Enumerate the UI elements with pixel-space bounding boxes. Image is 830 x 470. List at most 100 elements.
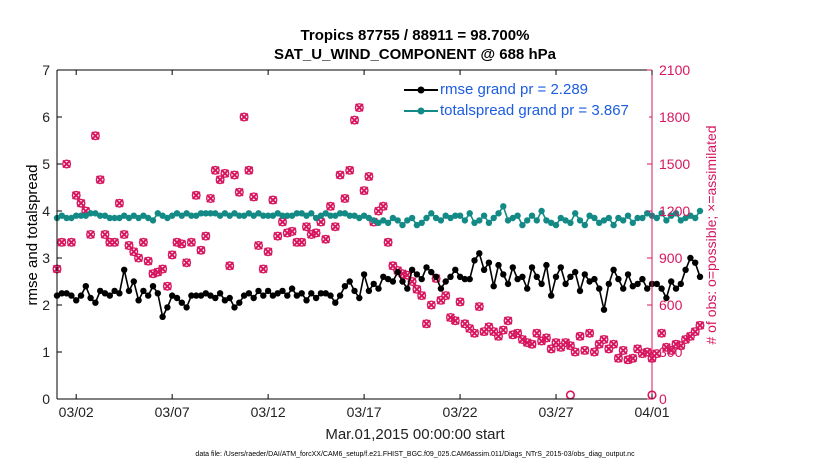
spread-point [341, 210, 349, 217]
rmse-point [533, 273, 540, 280]
rmse-point [452, 266, 459, 273]
obs-possible-marker [422, 319, 432, 329]
obs-possible-marker [426, 300, 436, 310]
spread-point [591, 214, 598, 222]
obs-possible-marker [162, 281, 172, 291]
obs-possible-marker [484, 322, 494, 332]
obs-count-layer [52, 103, 705, 400]
obs-possible-marker [249, 192, 259, 202]
obs-possible-marker [234, 187, 244, 197]
rmse-point [389, 278, 397, 285]
rmse-point [111, 287, 118, 295]
y-tick-label-right: 2100 [659, 62, 690, 78]
spread-point [524, 217, 531, 224]
rmse-point [543, 261, 550, 269]
spread-point [653, 214, 660, 222]
obs-possible-marker [210, 165, 220, 175]
rmse-point [548, 292, 555, 299]
spread-point [365, 214, 373, 222]
spread-point [476, 217, 483, 224]
spread-point [317, 212, 325, 219]
obs-possible-marker [695, 320, 705, 330]
spread-point [164, 214, 171, 222]
spread-point [97, 212, 104, 219]
chart-title-line1: Tropics 87755 / 88911 = 98.700% [300, 27, 530, 44]
rmse-point [375, 285, 382, 292]
chart-title-line2: SAT_U_WIND_COMPONENT @ 688 hPa [274, 46, 556, 63]
spread-point [600, 217, 608, 224]
rmse-point [404, 285, 411, 292]
rmse-point [231, 304, 238, 311]
obs-possible-marker [556, 342, 566, 352]
spread-point [380, 217, 387, 224]
obs-possible-marker [637, 349, 647, 359]
rmse-point [125, 287, 133, 295]
spread-point [480, 212, 488, 219]
spread-point [351, 212, 358, 219]
obs-possible-marker [321, 234, 331, 244]
spread-point [677, 217, 684, 224]
x-axis-label: Mar.01,2015 00:00:00 start [325, 426, 505, 443]
spread-point [687, 212, 694, 219]
spread-point [159, 212, 166, 219]
obs-possible-marker [172, 237, 182, 247]
spread-point [169, 212, 176, 219]
spread-point [533, 217, 540, 224]
spread-point [658, 210, 665, 217]
rmse-point [605, 280, 612, 288]
y-tick-label-left: 6 [42, 109, 50, 125]
rmse-point [495, 261, 502, 269]
spread-point [188, 212, 195, 219]
obs-possible-marker [282, 228, 292, 238]
rmse-point [504, 280, 512, 288]
rmse-point [394, 268, 401, 276]
spread-point [452, 212, 459, 219]
rmse-point [432, 273, 440, 280]
x-tick-label: 03/07 [155, 404, 190, 420]
legend-label-rmse: rmse grand pr = 2.289 [440, 81, 589, 98]
rmse-point [552, 273, 560, 280]
rmse-point [370, 280, 377, 288]
rmse-point [485, 259, 493, 266]
obs-possible-marker [191, 190, 201, 200]
y-tick-label-right: 600 [659, 297, 683, 313]
obs-possible-marker [412, 284, 422, 294]
spread-point [308, 210, 315, 217]
obs-possible-marker [134, 253, 144, 263]
spread-point [576, 217, 584, 224]
spread-point [504, 217, 512, 224]
obs-possible-marker [618, 345, 628, 355]
spread-point [269, 212, 277, 219]
rmse-point [596, 285, 603, 292]
rmse-point [226, 294, 233, 302]
rmse-point [255, 287, 262, 295]
spread-point [581, 221, 588, 229]
obs-possible-marker [628, 353, 638, 363]
legend-swatch-rmse [404, 86, 438, 94]
rmse-point [116, 290, 123, 297]
rmse-point [97, 287, 104, 295]
obs-possible-marker [657, 328, 667, 338]
obs-possible-marker [527, 339, 537, 349]
y-tick-label-left: 5 [42, 156, 50, 172]
rmse-point [500, 271, 507, 278]
spread-point [437, 217, 445, 224]
rmse-point [173, 294, 181, 302]
spread-point [101, 212, 109, 219]
rmse-point [672, 285, 680, 292]
obs-possible-marker [460, 319, 470, 329]
spread-point [586, 212, 593, 219]
spread-point [620, 217, 627, 224]
spread-point [696, 207, 704, 215]
spread-point [543, 217, 550, 224]
obs-possible-marker [364, 171, 374, 181]
rmse-point [279, 287, 286, 295]
spread-point [389, 214, 397, 222]
y-tick-label-left: 4 [42, 203, 50, 219]
spread-point [135, 214, 142, 222]
obs-possible-marker [76, 198, 86, 208]
obs-possible-marker [86, 229, 96, 239]
obs-possible-marker [513, 328, 523, 338]
spread-point [375, 219, 382, 226]
obs-possible-marker [225, 261, 235, 271]
